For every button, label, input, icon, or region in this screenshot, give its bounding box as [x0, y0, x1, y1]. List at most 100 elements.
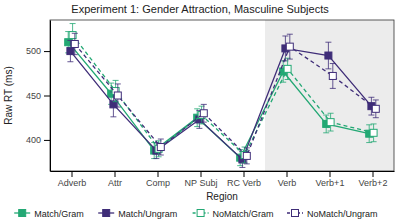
error-bar-cap	[328, 113, 334, 114]
x-tick-mark	[287, 171, 288, 177]
error-bar	[285, 58, 291, 79]
y-tick-label: 500	[26, 46, 41, 56]
error-bar-cap	[158, 155, 164, 156]
error-bar-cap	[199, 123, 205, 124]
error-bar-cap	[201, 104, 207, 105]
error-bar-cap	[371, 123, 377, 124]
error-bar	[244, 148, 250, 164]
x-tick: Verb+1	[316, 171, 345, 188]
legend-label: NoMatch/Gram	[213, 209, 274, 219]
legend-item: NoMatch/Ungram	[287, 209, 378, 219]
error-bar-cap	[323, 132, 329, 133]
chart: 400 450 500 Adverb Attr Comp NP Subj RC Verb Ver…	[0, 0, 400, 221]
error-bar-cap	[72, 54, 78, 55]
error-bar	[72, 33, 78, 54]
plot-background	[50, 20, 394, 171]
marker	[284, 65, 291, 72]
error-bar-cap	[287, 34, 293, 35]
error-bar-cap	[70, 23, 76, 24]
error-bar-cap	[368, 97, 374, 98]
y-tick-mark	[44, 51, 50, 52]
x-tick-mark	[373, 171, 374, 177]
legend-item: Match/Gram	[14, 209, 84, 219]
error-bar-cap	[153, 158, 159, 159]
error-bar	[115, 84, 121, 107]
series-line	[68, 42, 369, 157]
marker	[243, 152, 250, 159]
error-bar-cap	[368, 115, 374, 116]
marks	[65, 24, 380, 168]
error-bar-cap	[67, 61, 73, 62]
error-bar-cap	[113, 80, 119, 81]
x-tick: Attr	[108, 171, 122, 188]
error-bar	[287, 34, 293, 59]
y-tick: 500	[26, 46, 50, 56]
marker	[114, 92, 121, 99]
x-tick-label: NP Subj	[185, 178, 218, 188]
error-bar-cap	[325, 68, 331, 69]
x-tick-mark	[115, 171, 116, 177]
marker	[372, 105, 379, 112]
plot-frame	[50, 20, 394, 171]
error-bar-cap	[110, 116, 116, 117]
x-tick: Verb	[278, 171, 297, 188]
error-bar	[325, 42, 331, 69]
x-tick-mark	[330, 171, 331, 177]
x-tick-label: Adverb	[58, 178, 87, 188]
x-tick: Verb+2	[359, 171, 388, 188]
error-bar-cap	[72, 33, 78, 34]
error-bar-cap	[323, 115, 329, 116]
error-bar-cap	[330, 88, 336, 89]
x-tick-label: Attr	[108, 178, 122, 188]
marker	[370, 129, 377, 136]
error-bar-cap	[115, 83, 121, 84]
error-bar	[158, 139, 164, 155]
x-tick-label: Comp	[146, 178, 170, 188]
marker	[67, 48, 74, 55]
x-tick-mark	[72, 171, 73, 177]
y-axis-line	[50, 21, 51, 172]
x-tick-label: RC Verb	[227, 178, 261, 188]
legend-marker	[292, 210, 299, 217]
x-tick: NP Subj	[185, 171, 218, 188]
error-bar-cap	[371, 141, 377, 142]
error-bar-cap	[156, 156, 162, 157]
x-tick: RC Verb	[227, 171, 261, 188]
highlight-region	[265, 20, 394, 171]
error-bar-cap	[285, 79, 291, 80]
y-tick: 400	[26, 135, 50, 145]
x-tick-mark	[158, 171, 159, 177]
error-bar	[371, 124, 377, 142]
marker	[325, 52, 332, 59]
y-tick-label: 450	[26, 91, 41, 101]
x-tick: Comp	[146, 171, 170, 188]
marker	[71, 40, 78, 47]
y-tick-mark	[44, 140, 50, 141]
plot: 400 450 500 Adverb Attr Comp NP Subj RC Verb Ver…	[26, 20, 395, 188]
marker	[329, 72, 336, 79]
legend-marker	[19, 210, 26, 217]
error-bar	[373, 100, 379, 118]
series-line	[70, 48, 371, 159]
legend-label: NoMatch/Ungram	[307, 209, 378, 219]
error-bar-cap	[366, 124, 372, 125]
marker	[327, 119, 334, 126]
x-tick-label: Verb+2	[359, 178, 388, 188]
error-bar-cap	[282, 35, 288, 36]
x-tick-mark	[201, 171, 202, 177]
y-axis-title: Raw RT (ms)	[3, 66, 14, 125]
x-tick: Adverb	[58, 171, 87, 188]
legend-item: Match/Ungram	[98, 209, 177, 219]
legend-marker	[103, 210, 110, 217]
error-bar-cap	[373, 99, 379, 100]
title: Experiment 1: Gender Attraction, Masculi…	[71, 3, 329, 15]
error-bar-cap	[115, 107, 121, 108]
error-bar-cap	[239, 167, 245, 168]
error-bar	[328, 113, 334, 131]
legend-label: Match/Gram	[34, 209, 84, 219]
y-axis: 400 450 500	[26, 21, 51, 172]
legend: Match/Gram Match/Ungram NoMatch/Gram NoMatc…	[14, 209, 377, 219]
error-bar-cap	[287, 59, 293, 60]
x-tick-mark	[244, 171, 245, 177]
error-bar	[330, 64, 336, 89]
